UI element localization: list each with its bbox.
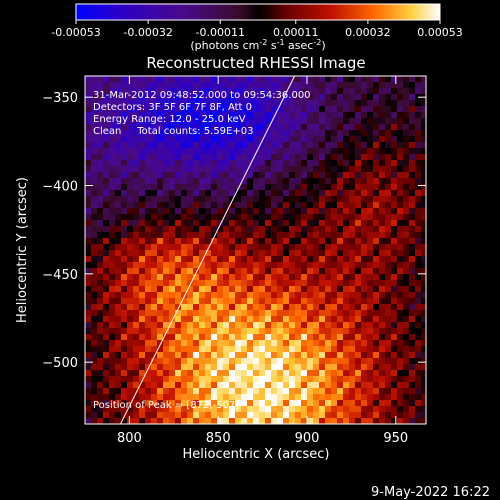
colorbar-tick-label: -0.00011 <box>195 26 244 39</box>
heatmap-image <box>85 76 426 424</box>
colorbar <box>75 3 441 21</box>
x-tick-label: 900 <box>295 431 320 446</box>
y-tick-label: −500 <box>42 356 78 371</box>
y-tick-label: −350 <box>42 91 78 106</box>
colorbar-tick-label: -0.00032 <box>123 26 172 39</box>
annotation-time-range: 31-Mar-2012 09:48:52.000 to 09:54:36.000 <box>93 90 311 101</box>
peak-position-label: Position of Peak = [872,-507] <box>93 400 239 411</box>
plot-frame <box>84 75 427 425</box>
y-tick-label: −450 <box>42 268 78 283</box>
y-tick-label: −400 <box>42 180 78 195</box>
colorbar-ticks: -0.00053 -0.00032 -0.00011 0.00011 0.00032 0.… <box>51 20 463 39</box>
colorbar-tick-label: 0.00053 <box>417 26 463 39</box>
y-axis-label: Heliocentric Y (arcsec) <box>15 177 30 323</box>
y-axis-ticks: −350 −400 −450 −500 <box>42 91 426 371</box>
annotation-detectors: Detectors: 3F 5F 6F 7F 8F, Att 0 <box>93 102 252 113</box>
annotation-counts: Clean Total counts: 5.59E+03 <box>93 126 253 137</box>
x-tick-label: 800 <box>117 431 142 446</box>
x-axis-label: Heliocentric X (arcsec) <box>183 447 330 462</box>
colorbar-tick-label: -0.00053 <box>51 26 100 39</box>
x-tick-label: 850 <box>206 431 231 446</box>
colorbar-units: (photons cm-2 s-1 asec-2) <box>190 38 325 52</box>
x-axis-ticks: 800 850 900 950 <box>117 76 408 446</box>
chart-title: Reconstructed RHESSI Image <box>146 54 365 72</box>
colorbar-tick-label: 0.00011 <box>273 26 319 39</box>
annotation-energy-range: Energy Range: 12.0 - 25.0 keV <box>93 114 246 125</box>
colorbar-tick-label: 0.00032 <box>345 26 391 39</box>
footer-timestamp: 9-May-2022 16:22 <box>371 485 490 500</box>
solar-limb-line <box>120 76 296 424</box>
x-tick-label: 950 <box>383 431 408 446</box>
